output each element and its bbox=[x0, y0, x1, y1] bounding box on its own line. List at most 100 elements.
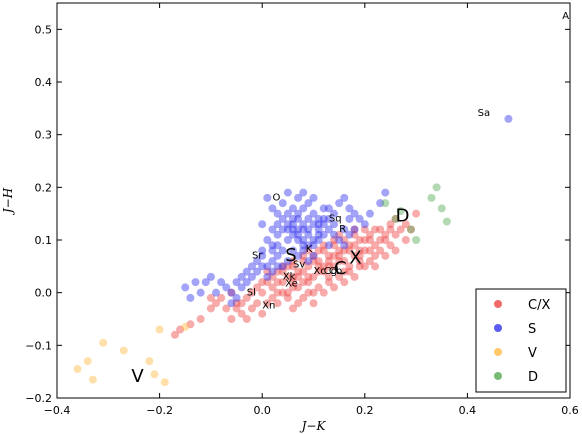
point-S-108 bbox=[345, 230, 354, 239]
point-S-96 bbox=[258, 220, 267, 229]
point-S-90 bbox=[206, 272, 215, 281]
point-S-40 bbox=[222, 283, 231, 292]
point-S-113 bbox=[381, 188, 390, 197]
point-CX-63 bbox=[324, 262, 333, 271]
point-CX-71 bbox=[196, 315, 205, 323]
point-S-94 bbox=[186, 293, 195, 302]
y-tick-label: 0.3 bbox=[35, 129, 53, 142]
point-S-55 bbox=[288, 204, 297, 213]
point-CX-107 bbox=[319, 246, 328, 255]
point-S-112 bbox=[365, 209, 374, 218]
point-S-14 bbox=[299, 241, 308, 250]
point-S-68 bbox=[335, 199, 344, 208]
point-CX-84 bbox=[212, 299, 221, 308]
point-S-15 bbox=[304, 214, 313, 223]
point-CX-87 bbox=[232, 304, 241, 313]
annotation-sv: Sv bbox=[293, 259, 305, 270]
point-CX-123 bbox=[401, 236, 410, 244]
point-CX-103 bbox=[278, 267, 287, 276]
point-CX-131 bbox=[283, 288, 292, 297]
point-S-32 bbox=[258, 262, 267, 271]
point-CX-108 bbox=[330, 241, 339, 250]
point-S-81 bbox=[309, 220, 318, 229]
point-CX-39 bbox=[294, 283, 303, 292]
legend: C/X SVD bbox=[475, 288, 567, 393]
point-V-5 bbox=[145, 357, 154, 366]
point-CX-1 bbox=[268, 283, 277, 292]
point-S-76 bbox=[278, 225, 287, 234]
point-CX-15 bbox=[340, 257, 349, 266]
legend-marker-d bbox=[494, 372, 502, 380]
point-D-8 bbox=[396, 207, 405, 216]
point-CX-25 bbox=[391, 230, 400, 239]
point-V-0 bbox=[73, 365, 82, 374]
annotation-o: O bbox=[272, 193, 280, 204]
point-CX-10 bbox=[314, 257, 323, 266]
point-S-25 bbox=[288, 246, 297, 255]
x-tick-label: 0.0 bbox=[253, 404, 271, 417]
point-CX-73 bbox=[176, 325, 185, 334]
point-S-97 bbox=[268, 204, 277, 213]
annotation-k: K bbox=[306, 244, 313, 255]
point-CX-70 bbox=[206, 304, 215, 313]
point-S-86 bbox=[299, 236, 308, 244]
point-S-34 bbox=[268, 267, 277, 276]
annotation-v: V bbox=[131, 366, 144, 387]
point-CX-95 bbox=[335, 272, 344, 281]
point-S-12 bbox=[288, 230, 297, 239]
annotation-c: C bbox=[334, 258, 347, 279]
point-CX-110 bbox=[350, 230, 359, 239]
point-S-31 bbox=[253, 267, 262, 276]
point-CX-105 bbox=[299, 257, 308, 266]
point-CX-37 bbox=[268, 293, 277, 302]
point-CX-134 bbox=[314, 262, 323, 271]
point-CX-83 bbox=[242, 315, 251, 323]
point-CX-133 bbox=[304, 278, 313, 287]
point-CX-61 bbox=[304, 272, 313, 281]
point-CX-7 bbox=[299, 278, 308, 287]
point-S-91 bbox=[201, 278, 210, 287]
point-S-38 bbox=[232, 278, 241, 287]
point-S-2 bbox=[273, 230, 282, 239]
point-CX-41 bbox=[324, 278, 333, 287]
point-CX-46 bbox=[278, 262, 287, 271]
point-S-1 bbox=[268, 241, 277, 250]
point-CX-137 bbox=[345, 246, 354, 255]
point-CX-86 bbox=[206, 293, 215, 302]
point-CX-136 bbox=[335, 251, 344, 260]
point-CX-44 bbox=[371, 251, 380, 260]
point-CX-101 bbox=[396, 225, 405, 234]
point-S-8 bbox=[309, 209, 318, 218]
point-S-29 bbox=[309, 251, 318, 260]
point-S-24 bbox=[283, 257, 292, 266]
point-S-45 bbox=[237, 272, 246, 281]
point-CX-29 bbox=[330, 236, 339, 244]
point-CX-50 bbox=[319, 262, 328, 271]
point-CX-45 bbox=[386, 241, 395, 250]
point-CX-8 bbox=[304, 262, 313, 271]
point-S-60 bbox=[314, 214, 323, 223]
point-S-10 bbox=[278, 246, 287, 255]
point-CX-56 bbox=[381, 230, 390, 239]
point-CX-121 bbox=[381, 251, 390, 260]
point-S-21 bbox=[268, 257, 277, 266]
point-S-95 bbox=[181, 283, 190, 292]
annotation-a: A bbox=[562, 11, 569, 22]
point-CX-118 bbox=[350, 272, 359, 281]
point-CX-127 bbox=[263, 267, 272, 276]
point-S-9 bbox=[314, 225, 323, 234]
point-S-57 bbox=[299, 204, 308, 213]
point-CX-76 bbox=[227, 288, 236, 297]
point-CX-23 bbox=[381, 236, 390, 244]
plot-area-frame bbox=[56, 2, 571, 399]
point-CX-34 bbox=[335, 230, 344, 239]
point-S-30 bbox=[247, 272, 256, 281]
point-S-110 bbox=[355, 214, 364, 223]
annotation-xn: Xn bbox=[262, 300, 275, 311]
point-CX-19 bbox=[360, 246, 369, 255]
y-tick-label: 0.5 bbox=[35, 23, 53, 36]
point-D-0 bbox=[381, 199, 390, 208]
y-tick-label: 0.2 bbox=[35, 181, 53, 194]
point-CX-59 bbox=[412, 209, 421, 218]
